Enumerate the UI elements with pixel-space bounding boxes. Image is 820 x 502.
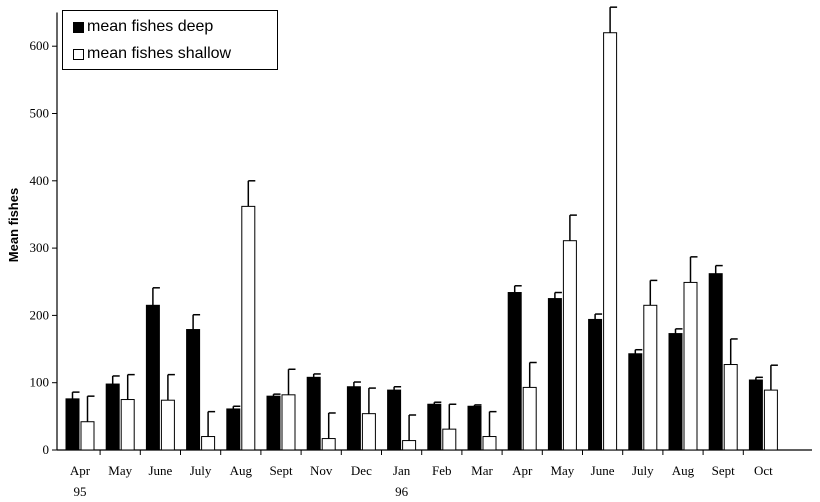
legend-label-deep: mean fishes deep: [87, 18, 214, 35]
bar-deep: [306, 376, 321, 451]
bar-deep: [226, 408, 241, 451]
bar-shallow: [562, 240, 577, 451]
bar-deep: [547, 298, 562, 451]
x-year-label: 96: [395, 484, 409, 499]
bar-shallow: [603, 32, 618, 451]
y-axis: 0 100 200 300 400 500 600: [30, 12, 58, 457]
y-tick-label: 600: [30, 38, 50, 53]
x-tick-label: June: [148, 463, 172, 478]
bar-deep: [266, 395, 281, 451]
bar-deep: [105, 383, 120, 451]
legend-label-shallow: mean fishes shallow: [87, 45, 232, 62]
y-tick-label: 0: [43, 442, 50, 457]
x-tick-label: June: [591, 463, 615, 478]
x-tick-label: Aug: [230, 463, 253, 478]
bar-deep: [748, 379, 763, 451]
bar-shallow: [321, 438, 336, 451]
x-tick-label: Dec: [351, 463, 372, 478]
bar-shallow: [80, 421, 95, 451]
x-tick-label: Mar: [471, 463, 493, 478]
x-tick-label: Nov: [310, 463, 333, 478]
bar-deep: [467, 405, 482, 451]
bar-shallow: [361, 413, 376, 451]
bar-shallow: [402, 440, 417, 451]
y-tick-label: 300: [30, 240, 50, 255]
bar-deep: [346, 386, 361, 451]
bar-deep: [387, 389, 402, 451]
y-tick-label: 500: [30, 106, 50, 121]
bar-shallow: [241, 205, 256, 451]
y-tick-label: 100: [30, 375, 50, 390]
bar-shallow: [160, 399, 175, 451]
bar-deep: [145, 304, 160, 451]
x-tick-label: Sept: [712, 463, 736, 478]
bar-deep: [628, 353, 643, 451]
legend-item-shallow: mean fishes shallow: [73, 44, 231, 64]
legend-swatch-shallow: [73, 48, 84, 60]
bar-shallow: [201, 436, 216, 451]
x-tick-label: July: [190, 463, 212, 478]
y-axis-label: Mean fishes: [6, 188, 21, 262]
x-tick-label: Sept: [269, 463, 293, 478]
bar-shallow: [442, 428, 457, 451]
x-tick-label: Oct: [754, 463, 773, 478]
x-axis: Apr May June July Aug Sept Nov Dec Jan Feb Mar Apr M…: [57, 449, 812, 499]
bar-shallow: [482, 436, 497, 451]
bar-deep: [668, 333, 683, 451]
x-year-label: 95: [74, 484, 87, 499]
bars: [65, 6, 778, 451]
y-tick-label: 200: [30, 307, 50, 322]
x-tick-label: Aug: [672, 463, 695, 478]
legend-swatch-deep: [73, 21, 84, 33]
bar-deep: [186, 329, 201, 451]
bar-shallow: [643, 304, 658, 451]
x-tick-label: Feb: [432, 463, 452, 478]
x-tick-label: May: [550, 463, 574, 478]
bar-shallow: [281, 394, 296, 451]
bar-deep: [507, 292, 522, 451]
x-tick-label: Apr: [512, 463, 533, 478]
legend: mean fishes deep mean fishes shallow: [62, 10, 278, 70]
bar-deep: [588, 318, 603, 451]
bar-deep: [65, 398, 80, 451]
bar-deep: [427, 403, 442, 451]
bar-shallow: [522, 386, 537, 451]
bar-shallow: [763, 389, 778, 451]
x-tick-label: July: [632, 463, 654, 478]
y-tick-label: 400: [30, 173, 50, 188]
bar-shallow: [683, 281, 698, 451]
x-tick-label: Apr: [70, 463, 91, 478]
legend-item-deep: mean fishes deep: [73, 17, 213, 37]
x-tick-label: Jan: [393, 463, 411, 478]
bar-shallow: [120, 399, 135, 451]
bar-shallow: [723, 364, 738, 451]
x-tick-label: May: [108, 463, 132, 478]
bar-deep: [708, 273, 723, 451]
